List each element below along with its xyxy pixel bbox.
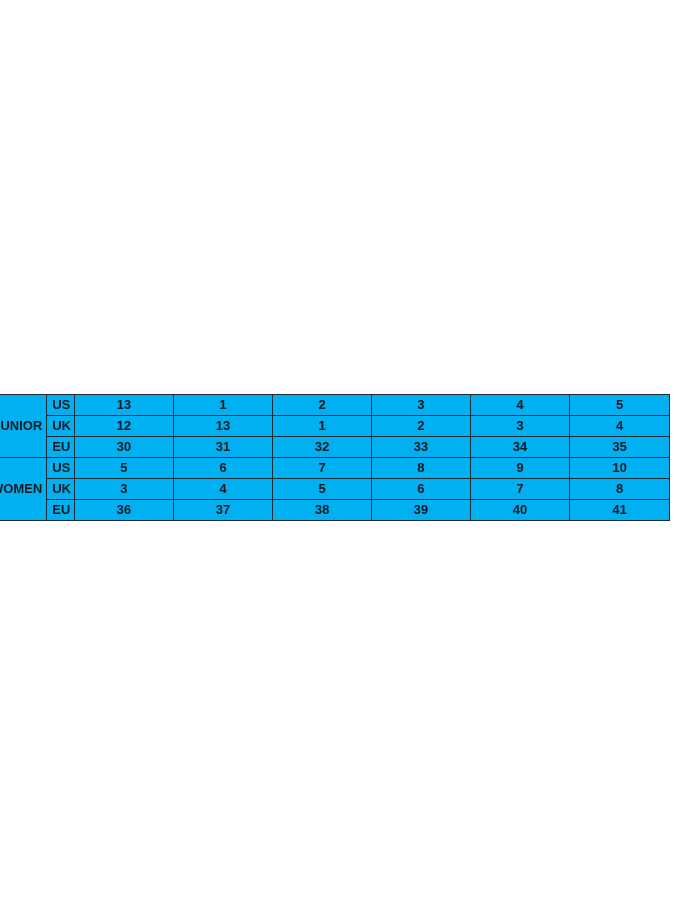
size-cell: 36 bbox=[74, 499, 174, 521]
size-cell: 41 bbox=[569, 499, 670, 521]
size-cell: 13 bbox=[172, 415, 274, 437]
size-cell: 1 bbox=[172, 394, 274, 416]
size-cell: 33 bbox=[371, 436, 471, 458]
size-cell: 37 bbox=[172, 499, 274, 521]
size-cell: 7 bbox=[469, 478, 571, 500]
size-cell: 5 bbox=[272, 478, 372, 500]
size-cell: 31 bbox=[172, 436, 274, 458]
size-cell: 10 bbox=[569, 457, 670, 479]
size-cell: 9 bbox=[469, 457, 571, 479]
table-row: JUNIORUS1312345 bbox=[0, 394, 670, 458]
unit-label: US bbox=[46, 457, 75, 479]
size-cell: 5 bbox=[569, 394, 670, 416]
size-cell: 34 bbox=[469, 436, 571, 458]
size-cell: 1 bbox=[272, 415, 372, 437]
size-cell: 6 bbox=[172, 457, 274, 479]
size-cell: 38 bbox=[272, 499, 372, 521]
size-cell: 30 bbox=[74, 436, 174, 458]
size-cell: 12 bbox=[74, 415, 174, 437]
size-cell: 3 bbox=[469, 415, 571, 437]
size-cell: 3 bbox=[371, 394, 471, 416]
size-cell: 4 bbox=[569, 415, 670, 437]
size-cell: 4 bbox=[172, 478, 274, 500]
size-cell: 8 bbox=[371, 457, 471, 479]
size-cell: 4 bbox=[469, 394, 571, 416]
size-cell: 7 bbox=[272, 457, 372, 479]
unit-label: EU bbox=[46, 499, 75, 521]
unit-label: UK bbox=[46, 478, 75, 500]
size-cell: 6 bbox=[371, 478, 471, 500]
size-cell: 5 bbox=[74, 457, 174, 479]
size-cell: 39 bbox=[371, 499, 471, 521]
table-row: UK 12 13 1 2 3 4 bbox=[0, 415, 670, 437]
size-cell: 8 bbox=[569, 478, 670, 500]
table-row: EU 30 31 32 33 34 35 bbox=[0, 436, 670, 458]
size-cell: 40 bbox=[469, 499, 571, 521]
size-cell: 13 bbox=[74, 394, 174, 416]
table-row: UK 3 4 5 6 7 8 bbox=[0, 478, 670, 500]
group-label: WOMEN bbox=[0, 457, 48, 521]
size-cell: 32 bbox=[272, 436, 372, 458]
size-cell: 2 bbox=[272, 394, 372, 416]
size-cell: 35 bbox=[569, 436, 670, 458]
size-cell: 2 bbox=[371, 415, 471, 437]
group-label: JUNIOR bbox=[0, 394, 48, 458]
unit-label: UK bbox=[46, 415, 75, 437]
size-chart-table: JUNIORUS1312345UK12131234EU303132333435W… bbox=[0, 394, 670, 521]
size-cell: 3 bbox=[74, 478, 174, 500]
unit-label: US bbox=[46, 394, 75, 416]
table-row: WOMENUS5678910 bbox=[0, 457, 670, 521]
unit-label: EU bbox=[46, 436, 75, 458]
table-row: EU 36 37 38 39 40 41 bbox=[0, 499, 670, 521]
